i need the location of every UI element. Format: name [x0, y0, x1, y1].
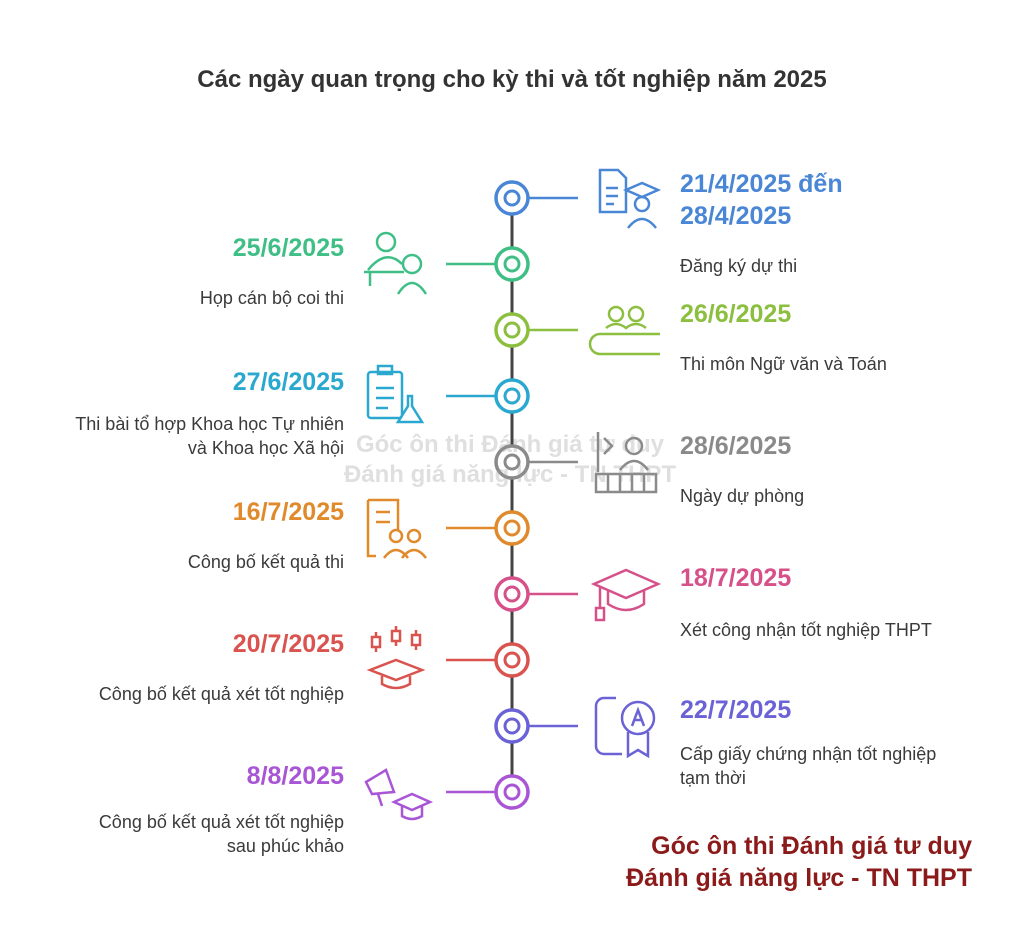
event-node-inner [503, 783, 521, 801]
results-list-icon [366, 498, 427, 559]
event-date: 22/7/2025 [680, 694, 1010, 726]
event-date-line: 28/4/2025 [680, 202, 792, 230]
brand-signature: Góc ôn thi Đánh giá tư duy Đánh giá năng… [472, 830, 972, 894]
event-description-line: Công bố kết quả xét tốt nghiệp [98, 812, 344, 832]
event-description: Ngày dự phòng [680, 484, 1010, 508]
event-node-inner [503, 717, 521, 735]
event-date-line: 20/7/2025 [232, 630, 344, 658]
timeline-event-2 [364, 231, 530, 295]
event-description: Đăng ký dự thi [680, 254, 1010, 278]
event-description-line: Ngày dự phòng [680, 486, 805, 506]
brand-line-2: Đánh giá năng lực - TN THPT [626, 864, 972, 892]
event-node-inner [503, 255, 521, 273]
event-description-line: Thi bài tổ hợp Khoa học Tự nhiên [75, 414, 344, 434]
watermark: Góc ôn thi Đánh giá tư duy Đánh giá năng… [250, 430, 770, 490]
event-date: 21/4/2025 đến 28/4/2025 [680, 168, 1010, 232]
timeline-event-9 [494, 696, 656, 759]
event-description-line: và Khoa học Xã hội [187, 438, 344, 458]
event-description-line: Xét công nhận tốt nghiệp THPT [680, 620, 932, 640]
event-description-line: Công bố kết quả xét tốt nghiệp [98, 684, 344, 704]
reserve-room-icon [594, 432, 658, 494]
event-date-line: 18/7/2025 [680, 564, 792, 592]
watermark-line-1: Góc ôn thi Đánh giá tư duy [355, 431, 665, 458]
timeline-event-7 [494, 568, 662, 622]
megaphone-cap-icon [364, 768, 434, 821]
event-date: 8/8/2025 [14, 760, 344, 792]
event-description: Cấp giấy chứng nhận tốt nghiệp tạm thời [680, 742, 1010, 790]
exam-hall-icon [588, 305, 660, 356]
page-title: Các ngày quan trọng cho kỳ thi và tốt ng… [197, 66, 827, 93]
staff-meeting-icon [364, 231, 428, 295]
event-date-line: 22/7/2025 [680, 696, 792, 724]
event-date-line: 26/6/2025 [680, 300, 792, 328]
certificate-badge-icon [594, 696, 656, 759]
event-description: Công bố kết quả xét tốt nghiệp [14, 682, 344, 706]
event-description: Họp cán bộ coi thi [14, 286, 344, 310]
event-description-line: tạm thời [680, 768, 746, 788]
event-description: Công bố kết quả xét tốt nghiệp sau phúc k… [14, 810, 344, 858]
timeline-event-1 [494, 168, 662, 229]
document-graduate-icon [598, 168, 662, 229]
event-date-line: 21/4/2025 đến [680, 170, 843, 198]
event-description-line: Cấp giấy chứng nhận tốt nghiệp [680, 744, 937, 764]
event-description-line: Họp cán bộ coi thi [199, 288, 344, 308]
event-date-line: 28/6/2025 [680, 432, 792, 460]
timeline-event-4 [366, 364, 530, 424]
timeline-event-3 [494, 305, 660, 356]
event-description-line: Thi môn Ngữ văn và Toán [680, 354, 887, 374]
event-date: 20/7/2025 [14, 628, 344, 660]
event-date: 18/7/2025 [680, 562, 1010, 594]
timeline-event-10 [364, 768, 530, 821]
event-node-inner [503, 585, 521, 603]
event-description: Công bố kết quả thi [14, 550, 344, 574]
event-node-inner [503, 189, 521, 207]
event-description: Xét công nhận tốt nghiệp THPT [680, 618, 1010, 642]
brand-line-1: Góc ôn thi Đánh giá tư duy [651, 832, 972, 860]
event-description-line: Đăng ký dự thi [680, 256, 798, 276]
clipboard-flask-icon [366, 364, 425, 424]
event-date: 26/6/2025 [680, 298, 1010, 330]
timeline-event-5 [494, 432, 658, 494]
event-node-inner [503, 387, 521, 405]
event-date-line: 16/7/2025 [232, 498, 344, 526]
event-date: 16/7/2025 [14, 496, 344, 528]
event-node-inner [503, 453, 521, 471]
event-description-line: Công bố kết quả thi [187, 552, 344, 572]
event-date-line: 8/8/2025 [246, 762, 344, 790]
event-date-line: 25/6/2025 [232, 234, 344, 262]
timeline-event-8 [366, 626, 530, 690]
watermark-line-2: Đánh giá năng lực - TN THPT [343, 461, 677, 488]
graduation-cap-icon [590, 568, 662, 622]
event-description: Thi bài tổ hợp Khoa học Tự nhiên và Khoa … [14, 412, 344, 460]
event-node-inner [503, 651, 521, 669]
event-node-inner [503, 519, 521, 537]
timeline-event-6 [366, 498, 530, 559]
event-date: 28/6/2025 [680, 430, 1010, 462]
event-description: Thi môn Ngữ văn và Toán [680, 352, 1010, 376]
event-date-line: 27/6/2025 [232, 368, 344, 396]
cap-indicators-icon [366, 626, 426, 690]
event-description-line: sau phúc khảo [226, 836, 344, 856]
event-date: 27/6/2025 [14, 366, 344, 398]
event-node-inner [503, 321, 521, 339]
event-date: 25/6/2025 [14, 232, 344, 264]
